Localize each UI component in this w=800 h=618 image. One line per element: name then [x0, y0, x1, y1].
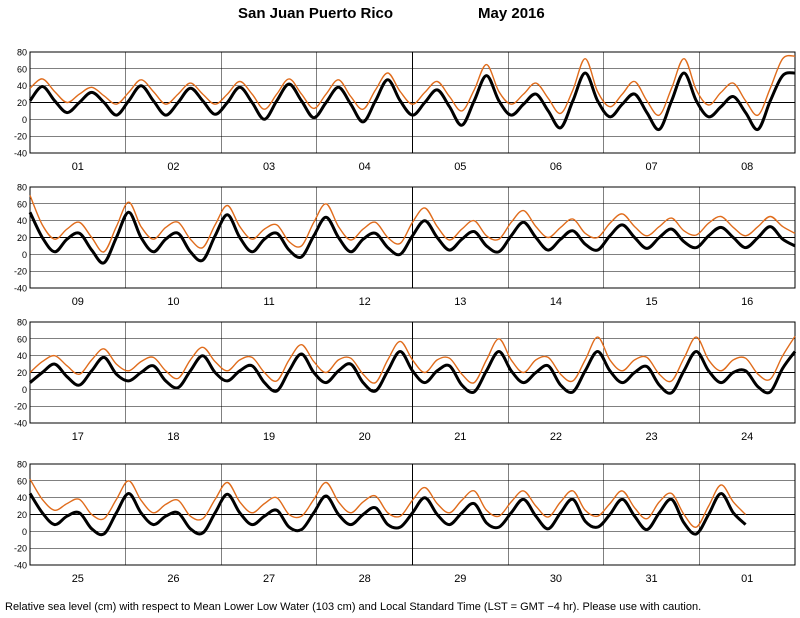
y-tick-label: 20	[17, 233, 27, 243]
day-label: 17	[72, 431, 84, 443]
y-tick-label: 40	[17, 216, 27, 226]
day-label: 24	[741, 431, 753, 443]
observed-series-line	[29, 54, 796, 117]
day-label: 21	[454, 431, 466, 443]
day-label: 05	[454, 161, 466, 173]
y-tick-label: -20	[14, 402, 27, 412]
y-tick-label: 0	[22, 385, 27, 395]
day-label: 27	[263, 573, 275, 585]
y-tick-label: -20	[14, 544, 27, 554]
day-label: 25	[72, 573, 84, 585]
y-tick-label: 80	[17, 48, 27, 58]
y-tick-label: 20	[17, 368, 27, 378]
day-label: 06	[550, 161, 562, 173]
day-label: 14	[550, 296, 562, 308]
day-label: 01	[741, 573, 753, 585]
day-label: 01	[72, 161, 84, 173]
day-label: 13	[454, 296, 466, 308]
day-label: 29	[454, 573, 466, 585]
y-tick-label: 80	[17, 460, 27, 470]
day-label: 03	[263, 161, 275, 173]
panel-frame	[29, 51, 796, 154]
chart-title-location: San Juan Puerto Rico	[238, 5, 394, 22]
y-tick-label: 60	[17, 64, 27, 74]
predicted-series-line	[28, 71, 796, 131]
y-tick-label: 60	[17, 199, 27, 209]
day-label: 08	[741, 161, 753, 173]
y-tick-label: -40	[14, 419, 27, 429]
y-tick-label: 80	[17, 318, 27, 328]
observed-series-line	[29, 195, 796, 253]
observed-series-line	[29, 335, 796, 384]
day-label: 23	[645, 431, 657, 443]
day-label: 09	[72, 296, 84, 308]
day-label: 11	[263, 296, 274, 308]
chart-footnote: Relative sea level (cm) with respect to …	[5, 601, 702, 613]
day-label: 22	[550, 431, 562, 443]
y-tick-label: 0	[22, 115, 27, 125]
tide-chart: -40 -20 0 20 40 60 80 01 02 03 04 05 06 07 08 -40 -20 0 20…	[14, 48, 797, 585]
day-label: 15	[645, 296, 657, 308]
day-label: 31	[645, 573, 657, 585]
y-tick-label: -20	[14, 132, 27, 142]
y-tick-label: -40	[14, 149, 27, 159]
day-label: 19	[263, 431, 275, 443]
observed-series-line	[29, 478, 747, 528]
panel-frame	[29, 463, 796, 566]
day-label: 10	[167, 296, 179, 308]
y-tick-label: 20	[17, 510, 27, 520]
day-label: 02	[167, 161, 179, 173]
y-tick-label: -40	[14, 561, 27, 571]
chart-title-month: May 2016	[478, 5, 545, 22]
y-tick-label: -40	[14, 284, 27, 294]
y-tick-label: 80	[17, 183, 27, 193]
y-tick-label: 0	[22, 250, 27, 260]
y-tick-label: -20	[14, 267, 27, 277]
y-tick-label: 20	[17, 98, 27, 108]
day-label: 04	[359, 161, 371, 173]
y-tick-label: 0	[22, 527, 27, 537]
day-label: 30	[550, 573, 562, 585]
day-label: 28	[359, 573, 371, 585]
y-tick-label: 60	[17, 334, 27, 344]
panel-frame	[29, 186, 796, 289]
day-label: 18	[167, 431, 179, 443]
y-tick-label: 40	[17, 493, 27, 503]
day-label: 16	[741, 296, 753, 308]
y-tick-label: 40	[17, 81, 27, 91]
predicted-series-line	[28, 491, 747, 537]
day-label: 12	[359, 296, 371, 308]
predicted-series-line	[28, 210, 796, 265]
y-tick-label: 40	[17, 351, 27, 361]
day-label: 07	[645, 161, 657, 173]
day-label: 26	[167, 573, 179, 585]
y-tick-label: 60	[17, 476, 27, 486]
day-label: 20	[359, 431, 371, 443]
predicted-series-line	[29, 349, 797, 395]
